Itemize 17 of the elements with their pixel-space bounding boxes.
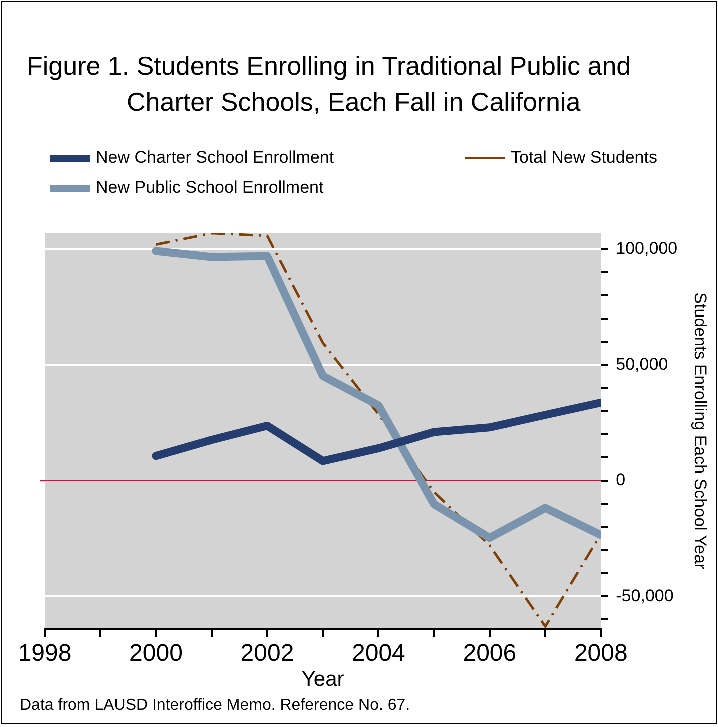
y-tick-label: 50,000 bbox=[616, 354, 668, 374]
chart-title: Figure 1. Students Enrolling in Traditional Public and Charter Schools, Each Fall in California bbox=[27, 50, 632, 119]
legend-label: Total New Students bbox=[511, 148, 658, 168]
legend-label: New Public School Enrollment bbox=[96, 178, 324, 198]
y-tick-label: 100,000 bbox=[616, 239, 678, 258]
y-tick-label: -50,000 bbox=[616, 586, 674, 606]
y-axis-title: Students Enrolling Each School Year bbox=[691, 292, 710, 570]
x-tick-label: 2008 bbox=[574, 640, 628, 668]
x-tick-label: 2002 bbox=[240, 640, 294, 668]
x-axis-title: Year bbox=[302, 668, 344, 692]
x-tick-label: 2000 bbox=[130, 640, 183, 668]
x-tick-label: 2006 bbox=[463, 640, 517, 668]
y-tick-label: 0 bbox=[616, 470, 626, 490]
text: Data from LAUSD Interoffice Memo. Reference No. 67. bbox=[20, 697, 410, 715]
x-tick-label: 2004 bbox=[352, 640, 406, 668]
legend-label: New Charter School Enrollment bbox=[96, 148, 334, 168]
x-tick-label: 1998 bbox=[18, 640, 72, 668]
